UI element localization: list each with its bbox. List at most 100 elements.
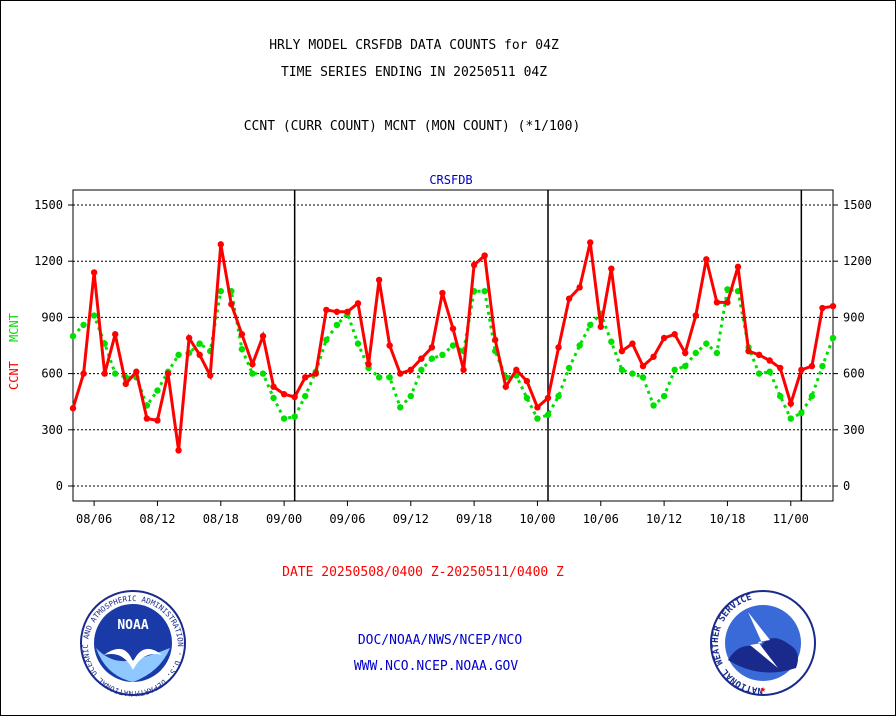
point-mcnt: [544, 411, 552, 419]
point-ccnt: [650, 353, 657, 360]
point-ccnt: [207, 372, 214, 379]
point-ccnt: [745, 347, 752, 355]
point-ccnt: [112, 331, 119, 338]
point-ccnt: [164, 370, 172, 377]
point-ccnt: [291, 393, 298, 401]
y-tick-label-left: 900: [41, 310, 63, 324]
point-ccnt: [143, 415, 151, 422]
y-axis-right: 0 300 600 900 1200 1500: [833, 198, 872, 493]
nws-logo: NATIONAL WEATHER SERVICE ★: [710, 590, 816, 696]
footer-date-range: DATE 20250508/0400 Z-20250511/0400 Z: [282, 565, 564, 580]
point-ccnt: [101, 370, 108, 377]
x-tick-label: 09/06: [329, 512, 365, 526]
point-mcnt: [703, 340, 710, 347]
point-mcnt: [608, 338, 615, 345]
point-ccnt: [280, 391, 288, 398]
point-ccnt: [682, 349, 689, 357]
point-mcnt: [523, 394, 531, 402]
point-ccnt: [175, 447, 182, 454]
point-mcnt: [629, 370, 636, 377]
point-mcnt: [481, 287, 488, 295]
point-mcnt: [428, 355, 436, 362]
y-tick-label-right: 1200: [843, 254, 872, 268]
point-ccnt: [460, 366, 467, 374]
point-mcnt: [618, 366, 626, 374]
point-ccnt: [597, 323, 604, 330]
point-mcnt: [375, 374, 383, 381]
point-ccnt: [449, 325, 457, 332]
x-axis: 08/06 08/12 08/18 09/00 09/06 09/12 09/18 10/00…: [76, 501, 809, 526]
point-mcnt: [724, 286, 731, 293]
point-ccnt: [798, 366, 805, 374]
y-tick-label-left: 300: [41, 423, 63, 437]
point-mcnt: [565, 364, 573, 372]
point-mcnt: [819, 362, 826, 370]
x-tick-label: 10/00: [519, 512, 555, 526]
header-line-3: CCNT (CURR COUNT) MCNT (MON COUNT) (*1/1…: [243, 119, 581, 134]
y-tick-label-left: 600: [41, 367, 63, 381]
point-mcnt: [766, 368, 773, 375]
point-ccnt: [302, 374, 309, 381]
point-ccnt: [154, 417, 161, 424]
point-ccnt: [428, 344, 436, 351]
point-ccnt: [766, 357, 773, 364]
point-ccnt: [703, 256, 710, 263]
point-mcnt: [407, 392, 414, 400]
point-ccnt: [354, 300, 362, 307]
point-mcnt: [90, 312, 98, 319]
point-ccnt: [523, 377, 531, 385]
point-ccnt: [69, 405, 77, 412]
point-ccnt: [270, 383, 277, 390]
point-ccnt: [312, 370, 319, 377]
point-ccnt: [565, 295, 573, 302]
y-tick-label-left: 1500: [34, 198, 63, 212]
point-ccnt: [90, 269, 98, 276]
point-ccnt: [481, 252, 488, 259]
y-tick-label-right: 900: [843, 310, 865, 324]
point-mcnt: [217, 287, 224, 295]
x-tick-label: 09/18: [456, 512, 492, 526]
point-mcnt: [280, 415, 288, 422]
point-mcnt: [259, 370, 267, 377]
footer-org: DOC/NOAA/NWS/NCEP/NCO: [357, 633, 523, 648]
x-tick-label: 11/00: [773, 512, 809, 526]
point-mcnt: [323, 336, 330, 344]
nws-star-icon: ★: [760, 684, 766, 695]
x-tick-label: 08/12: [139, 512, 175, 526]
point-mcnt: [333, 321, 341, 329]
point-ccnt: [724, 299, 731, 306]
point-ccnt: [587, 239, 594, 246]
point-ccnt: [217, 241, 224, 248]
point-ccnt: [238, 331, 246, 338]
point-ccnt: [555, 344, 562, 351]
point-mcnt: [692, 349, 699, 357]
header-line-2: TIME SERIES ENDING IN 20250511 04Z: [280, 65, 548, 80]
point-ccnt: [365, 361, 372, 368]
series-ccnt: [69, 239, 837, 454]
point-ccnt: [80, 370, 87, 377]
point-mcnt: [449, 342, 457, 349]
point-mcnt: [112, 370, 119, 377]
point-mcnt: [291, 413, 298, 420]
point-mcnt: [777, 392, 784, 400]
point-ccnt: [534, 404, 541, 411]
point-ccnt: [639, 362, 647, 370]
point-ccnt: [502, 383, 509, 390]
point-mcnt: [354, 340, 362, 347]
point-mcnt: [175, 351, 182, 359]
point-ccnt: [787, 400, 794, 407]
point-ccnt: [660, 334, 668, 342]
point-ccnt: [344, 308, 351, 315]
point-ccnt: [629, 340, 636, 347]
footer-url[interactable]: WWW.NCO.NCEP.NOAA.GOV: [353, 659, 519, 674]
x-tick-label: 10/18: [709, 512, 745, 526]
point-ccnt: [196, 351, 203, 359]
point-ccnt: [418, 355, 425, 362]
chart-title: CRSFDB: [429, 173, 472, 187]
point-ccnt: [492, 336, 499, 344]
point-mcnt: [302, 392, 309, 400]
point-mcnt: [587, 321, 594, 329]
y-axis-left: 0 300 600 900 1200 1500: [34, 198, 73, 493]
point-mcnt: [386, 374, 393, 381]
